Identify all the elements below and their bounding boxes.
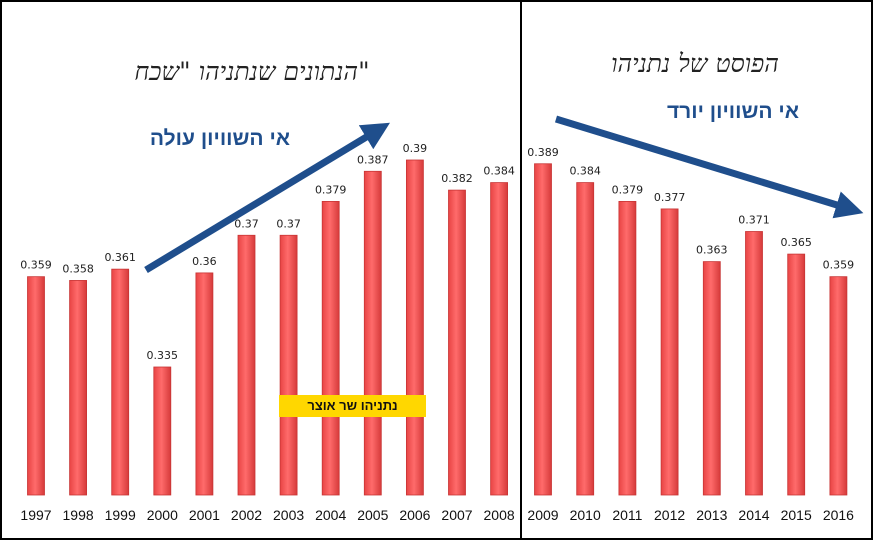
year-label-2001: 2001 <box>189 507 220 523</box>
year-label-2013: 2013 <box>696 507 727 523</box>
value-label-2001: 0.36 <box>192 255 217 268</box>
bar-2002 <box>237 234 256 496</box>
bar-2009 <box>534 163 552 496</box>
year-label-2010: 2010 <box>570 507 601 523</box>
bar-2003 <box>279 234 298 496</box>
year-label-2009: 2009 <box>527 507 558 523</box>
value-label-2008: 0.384 <box>483 165 515 178</box>
value-label-2013: 0.363 <box>696 244 728 257</box>
value-label-1998: 0.358 <box>62 262 94 275</box>
bar-2000 <box>153 366 172 496</box>
year-label-2014: 2014 <box>738 507 769 523</box>
bar-2004 <box>321 200 340 496</box>
value-label-2000: 0.335 <box>147 349 179 362</box>
bar-2016 <box>829 276 848 496</box>
bar-2014 <box>745 231 763 496</box>
bar-1998 <box>69 280 87 496</box>
left-trend-label: אי השוויון עולה <box>150 127 290 150</box>
bar-2013 <box>702 261 721 496</box>
year-label-1999: 1999 <box>105 507 136 523</box>
year-label-2012: 2012 <box>654 507 685 523</box>
year-label-1998: 1998 <box>63 507 94 523</box>
value-label-2016: 0.359 <box>823 259 855 272</box>
bars-layer: 0.359 1997 0.358 1998 0.361 1999 0.335 2000 0.36… <box>20 142 854 523</box>
year-label-2005: 2005 <box>357 507 388 523</box>
year-label-2003: 2003 <box>273 507 304 523</box>
finance-minister-label: נתניהו שר אוצר <box>279 395 426 417</box>
value-label-1999: 0.361 <box>104 251 136 264</box>
value-label-2009: 0.389 <box>527 146 559 159</box>
year-label-2011: 2011 <box>612 507 642 523</box>
bar-2011 <box>618 200 637 496</box>
right-trend-label: אי השוויון יורד <box>667 100 799 123</box>
value-label-2014: 0.371 <box>738 214 770 227</box>
bar-1999 <box>111 268 130 496</box>
year-label-2006: 2006 <box>399 507 430 523</box>
value-label-2004: 0.379 <box>315 183 347 196</box>
bar-1997 <box>27 276 45 496</box>
value-label-2005: 0.387 <box>357 153 389 166</box>
year-label-2000: 2000 <box>147 507 178 523</box>
bar-2005 <box>363 170 382 496</box>
year-label-2016: 2016 <box>823 507 854 523</box>
value-label-2015: 0.365 <box>780 236 812 249</box>
year-label-2015: 2015 <box>781 507 812 523</box>
year-label-1997: 1997 <box>20 507 51 523</box>
left-panel-title: הנתונים שנתניהו "שכח" <box>134 57 369 86</box>
bar-2001 <box>195 272 214 496</box>
bar-2012 <box>660 208 679 496</box>
bar-2008 <box>490 182 509 496</box>
right-panel-title: הפוסט של נתניהו <box>611 49 779 78</box>
value-label-2010: 0.384 <box>569 165 601 178</box>
falling-trend-arrow <box>554 115 864 219</box>
value-label-2002: 0.37 <box>234 217 259 230</box>
bar-2006 <box>405 159 424 496</box>
bar-2007 <box>448 189 466 496</box>
bar-2015 <box>787 253 806 496</box>
value-label-2003: 0.37 <box>276 217 301 230</box>
value-label-2007: 0.382 <box>441 172 473 185</box>
value-label-2012: 0.377 <box>654 191 686 204</box>
year-label-2008: 2008 <box>484 507 515 523</box>
value-label-1997: 0.359 <box>20 259 52 272</box>
year-label-2002: 2002 <box>231 507 262 523</box>
value-label-2011: 0.379 <box>612 183 644 196</box>
rising-trend-arrow <box>144 122 390 273</box>
value-label-2006: 0.39 <box>403 142 428 155</box>
year-label-2004: 2004 <box>315 507 346 523</box>
bar-2010 <box>576 182 595 496</box>
year-label-2007: 2007 <box>441 507 472 523</box>
